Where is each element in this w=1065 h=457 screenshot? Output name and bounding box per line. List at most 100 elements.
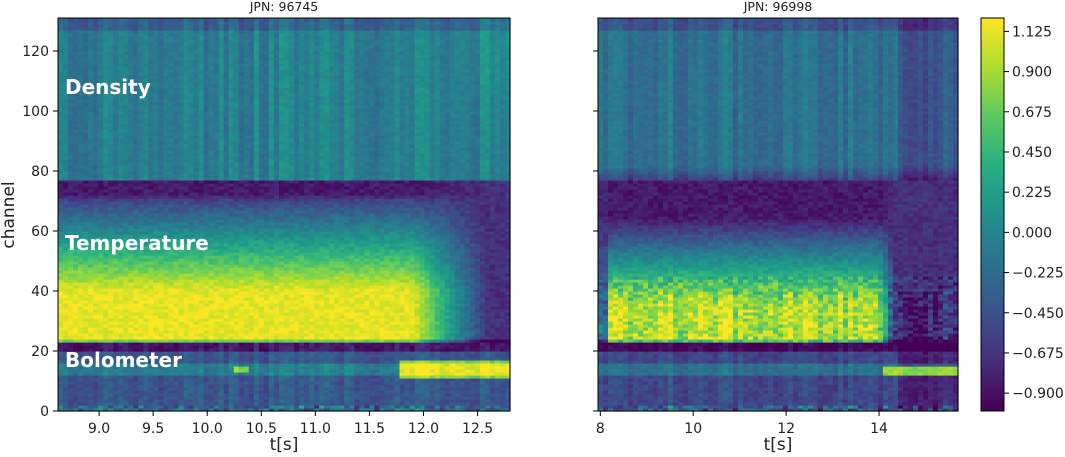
heatmap-cell — [58, 333, 64, 337]
heatmap-cell — [143, 360, 149, 364]
heatmap-cell — [73, 186, 79, 190]
heatmap-cell — [113, 36, 119, 40]
heatmap-cell — [158, 156, 165, 160]
heatmap-cell — [83, 135, 89, 139]
heatmap-cell — [93, 126, 99, 130]
heatmap-cell — [138, 75, 144, 79]
heatmap-cell — [113, 387, 119, 391]
heatmap-cell — [108, 402, 114, 406]
heatmap-cell — [103, 336, 109, 340]
heatmap-cell — [128, 258, 134, 262]
heatmap-cell — [158, 309, 165, 313]
heatmap-cell — [143, 147, 149, 151]
heatmap-cell — [133, 132, 139, 136]
heatmap-cell — [98, 57, 104, 61]
heatmap-cell — [103, 93, 109, 97]
heatmap-cell — [153, 390, 160, 394]
heatmap-cell — [63, 78, 69, 82]
heatmap-cell — [138, 36, 144, 40]
heatmap-cell — [78, 369, 84, 373]
heatmap-cell — [118, 171, 124, 175]
heatmap-cell — [153, 252, 160, 256]
heatmap-cell — [133, 33, 139, 37]
heatmap-cell — [158, 114, 165, 118]
heatmap-cell — [68, 321, 74, 325]
heatmap-cell — [148, 93, 155, 97]
heatmap-cell — [133, 78, 139, 82]
heatmap-cell — [58, 309, 64, 313]
heatmap-cell — [78, 222, 84, 226]
heatmap-cell — [58, 156, 64, 160]
heatmap-cell — [138, 288, 144, 292]
heatmap-cell — [93, 297, 99, 301]
heatmap-cell — [63, 126, 69, 130]
heatmap-cell — [158, 408, 165, 412]
heatmap-cell — [78, 240, 84, 244]
heatmap-cell — [133, 207, 139, 211]
heatmap-cell — [98, 282, 104, 286]
heatmap-cell — [118, 45, 124, 49]
heatmap-cell — [73, 204, 79, 208]
heatmap-cell — [103, 39, 109, 43]
heatmap-cell — [58, 192, 64, 196]
heatmap-cell — [123, 399, 129, 403]
heatmap-cell — [148, 168, 155, 172]
heatmap-cell — [88, 318, 94, 322]
heatmap-cell — [153, 18, 160, 22]
heatmap-cell — [113, 393, 119, 397]
heatmap-cell — [118, 276, 124, 280]
heatmap-cell — [88, 69, 94, 73]
heatmap-cell — [103, 180, 109, 184]
heatmap-cell — [143, 246, 149, 250]
heatmap-cell — [98, 21, 104, 25]
heatmap-cell — [58, 381, 64, 385]
heatmap-cell — [68, 126, 74, 130]
heatmap-cell — [123, 78, 129, 82]
heatmap-cell — [148, 99, 155, 103]
heatmap-cell — [133, 36, 139, 40]
heatmap-cell — [123, 336, 129, 340]
heatmap-cell — [148, 123, 155, 127]
heatmap-cell — [143, 132, 149, 136]
heatmap-cell — [128, 63, 134, 67]
heatmap-cell — [143, 318, 149, 322]
heatmap-cell — [73, 300, 79, 304]
heatmap-cell — [158, 177, 165, 181]
heatmap-cell — [78, 234, 84, 238]
heatmap-cell — [68, 45, 74, 49]
heatmap-cell — [143, 219, 149, 223]
heatmap-cell — [118, 327, 124, 331]
heatmap-cell — [158, 237, 165, 241]
heatmap-cell — [128, 237, 134, 241]
heatmap-cell — [118, 285, 124, 289]
heatmap-cell — [63, 147, 69, 151]
heatmap-cell — [63, 96, 69, 100]
heatmap-cell — [158, 45, 165, 49]
heatmap-cell — [118, 129, 124, 133]
heatmap-cell — [103, 69, 109, 73]
heatmap-cell — [153, 384, 160, 388]
heatmap-cell — [148, 354, 155, 358]
heatmap-cell — [138, 45, 144, 49]
heatmap-cell — [83, 408, 89, 412]
heatmap-cell — [98, 99, 104, 103]
heatmap-cell — [68, 237, 74, 241]
heatmap-cell — [143, 48, 149, 52]
heatmap-cell — [153, 309, 160, 313]
heatmap-cell — [123, 42, 129, 46]
heatmap-cell — [93, 393, 99, 397]
heatmap-cell — [63, 315, 69, 319]
heatmap-cell — [98, 132, 104, 136]
heatmap-cell — [163, 357, 170, 361]
heatmap-cell — [143, 294, 149, 298]
heatmap-cell — [128, 207, 134, 211]
heatmap-cell — [118, 288, 124, 292]
heatmap-cell — [123, 135, 129, 139]
heatmap-cell — [63, 153, 69, 157]
heatmap-cell — [143, 24, 149, 28]
heatmap-cell — [63, 216, 69, 220]
heatmap-cell — [58, 354, 64, 358]
heatmap-cell — [93, 378, 99, 382]
heatmap-cell — [83, 315, 89, 319]
heatmap-cell — [58, 123, 64, 127]
